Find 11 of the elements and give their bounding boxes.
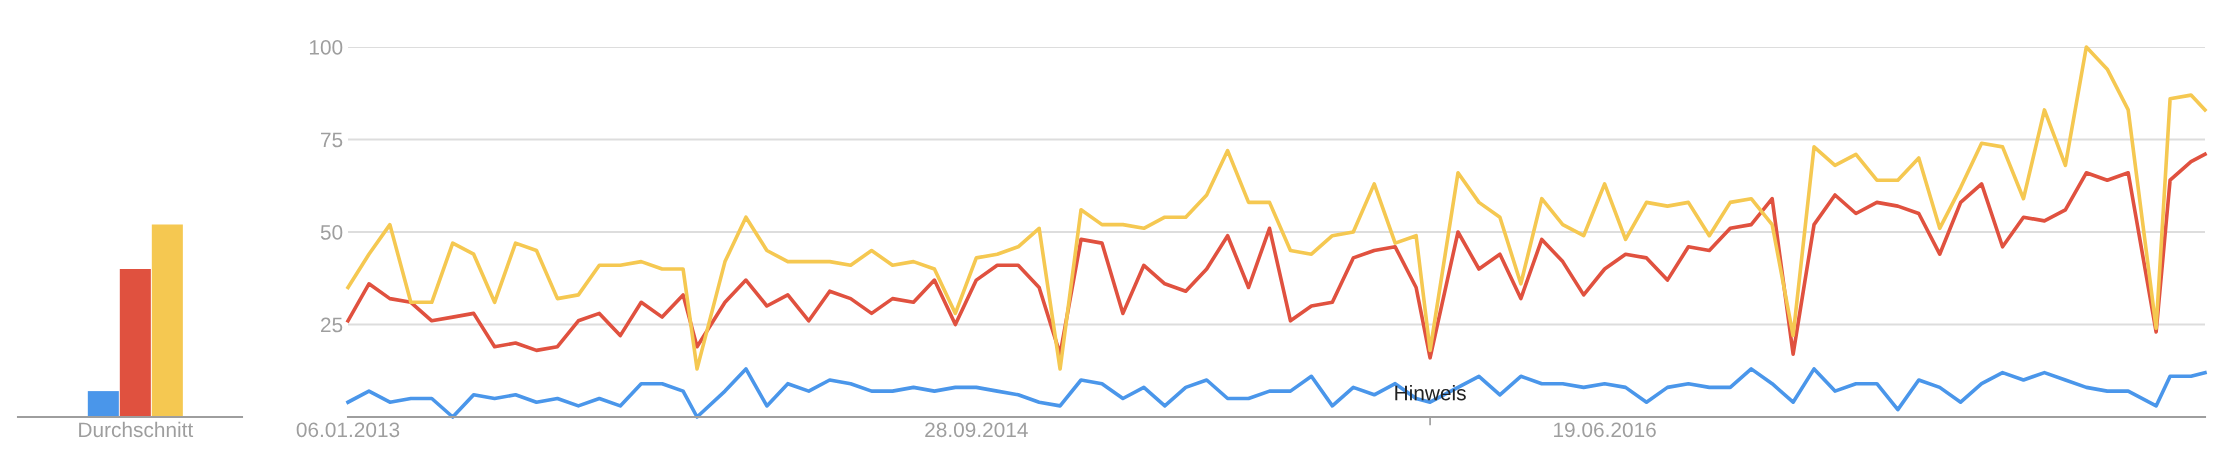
line-series — [346, 367, 2207, 419]
x-tick-label: Durchschnitt — [79, 421, 194, 438]
y-tick-label: 75 — [321, 132, 343, 148]
line-series — [346, 152, 2207, 360]
y-tick-label: 25 — [321, 317, 343, 333]
x-tick-label: 19.06.2016 — [1554, 422, 1656, 438]
y-tick-label: 50 — [320, 225, 343, 240]
y-tick-label: 100 — [309, 40, 343, 55]
x-tick-label: 06.01.2013 — [296, 422, 400, 438]
x-tick-label: 28.09.2014 — [925, 422, 1028, 438]
line-series — [346, 45, 2207, 371]
